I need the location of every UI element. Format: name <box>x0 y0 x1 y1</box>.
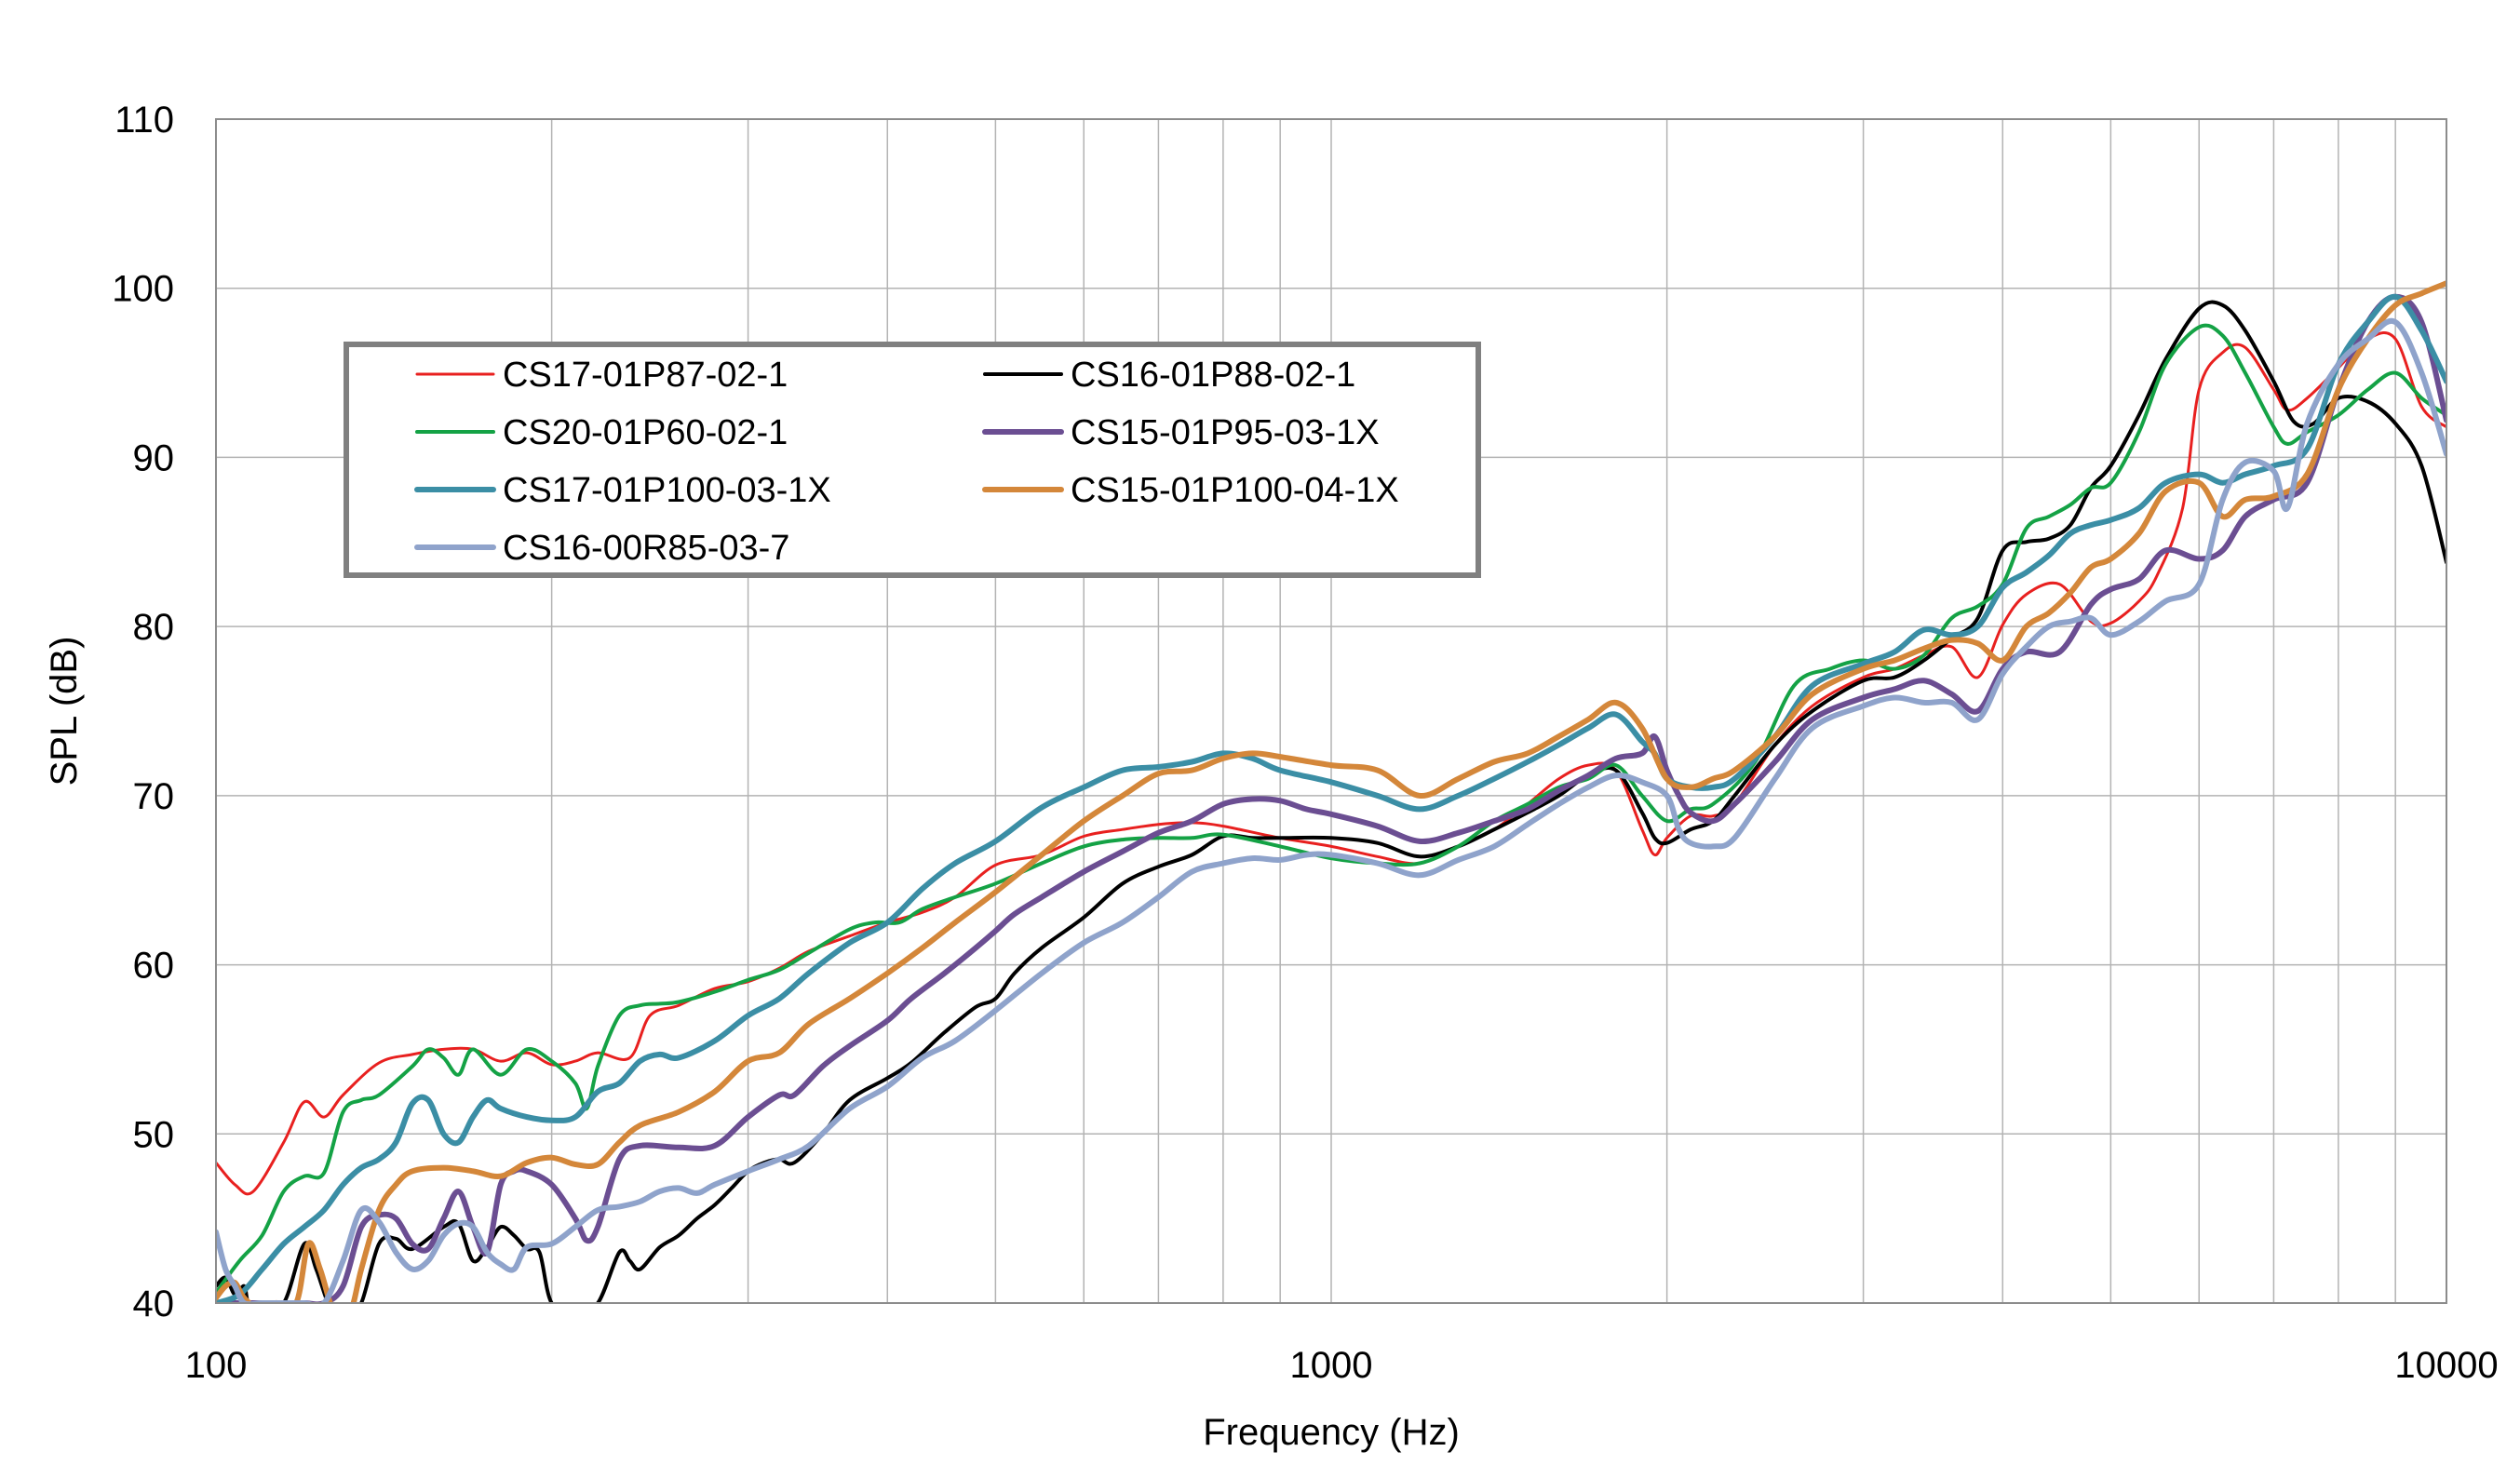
x-tick-label: 10000 <box>2394 1345 2498 1386</box>
series-lines <box>216 280 2446 1303</box>
series-line-6 <box>216 280 2446 1303</box>
y-tick-label: 70 <box>133 776 175 817</box>
x-tick-label: 1000 <box>1290 1345 1373 1386</box>
series-line-2 <box>216 300 2446 1303</box>
legend-label-5: CS17-01P100-03-1X <box>503 471 831 510</box>
x-axis-title: Frequency (Hz) <box>1203 1412 1460 1453</box>
legend: CS17-01P87-02-1 CS16-01P88-02-1 CS20-01P60… <box>344 342 1481 578</box>
series-line-5 <box>216 293 2446 1303</box>
legend-box <box>344 342 1481 578</box>
y-tick-label: 100 <box>112 269 174 310</box>
legend-label-3: CS20-01P60-02-1 <box>503 413 788 452</box>
y-tick-label: 40 <box>133 1284 175 1324</box>
y-axis-title: SPL (dB) <box>44 637 85 786</box>
series-line-3 <box>216 323 2446 1296</box>
x-tick-labels: 100 1000 10000 <box>185 1345 2499 1386</box>
legend-label-1: CS17-01P87-02-1 <box>503 356 788 395</box>
y-tick-label: 60 <box>133 946 175 987</box>
y-tick-label: 90 <box>133 437 175 478</box>
y-tick-label: 110 <box>115 100 174 141</box>
x-tick-label: 100 <box>185 1345 248 1386</box>
y-tick-label: 50 <box>133 1114 175 1155</box>
legend-label-4: CS15-01P95-03-1X <box>1071 413 1380 452</box>
y-tick-label: 80 <box>133 607 175 648</box>
legend-label-2: CS16-01P88-02-1 <box>1071 356 1355 395</box>
series-line-7 <box>216 317 2446 1303</box>
legend-items: CS17-01P87-02-1 CS16-01P88-02-1 CS20-01P60… <box>414 356 1399 568</box>
legend-label-7: CS16-00R85-03-7 <box>503 529 789 568</box>
legend-label-6: CS15-01P100-04-1X <box>1071 471 1399 510</box>
y-tick-labels: 40 50 60 70 80 90 100 110 <box>112 100 174 1324</box>
plot-frame <box>215 118 2447 1304</box>
